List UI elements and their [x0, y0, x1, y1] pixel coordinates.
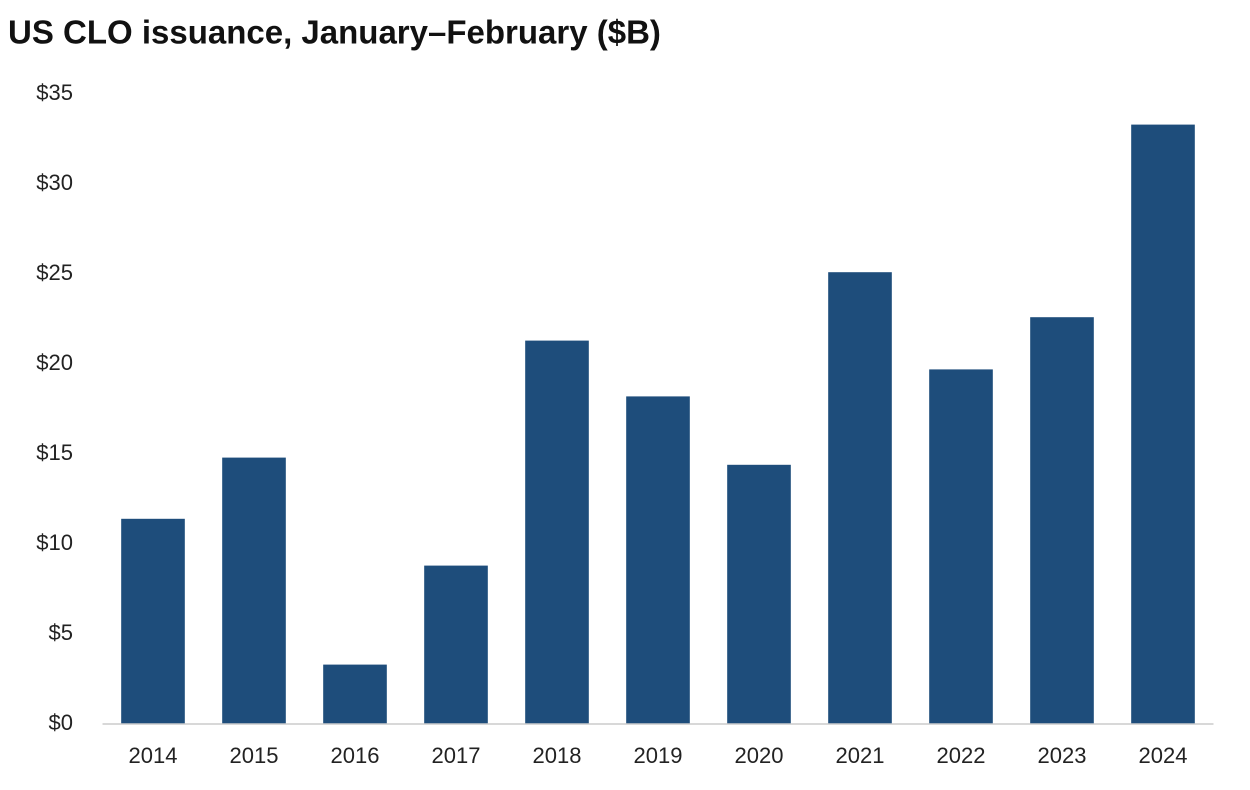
y-tick-label: $25 — [36, 260, 73, 285]
y-tick-label: $20 — [36, 350, 73, 375]
bar — [626, 396, 690, 724]
bar — [929, 369, 993, 724]
bar — [525, 340, 589, 724]
x-tick-label: 2021 — [836, 743, 885, 768]
y-tick-label: $5 — [49, 620, 73, 645]
x-tick-label: 2016 — [331, 743, 380, 768]
x-tick-label: 2015 — [230, 743, 279, 768]
bar — [121, 518, 185, 724]
x-tick-label: 2017 — [432, 743, 481, 768]
x-tick-label: 2022 — [937, 743, 986, 768]
y-tick-label: $0 — [49, 710, 73, 735]
chart-title: US CLO issuance, January–February ($B) — [8, 14, 661, 51]
y-tick-label: $35 — [36, 80, 73, 105]
bar — [222, 457, 286, 724]
bar — [1131, 124, 1195, 725]
bar — [1030, 317, 1094, 724]
y-tick-label: $10 — [36, 530, 73, 555]
x-tick-label: 2023 — [1038, 743, 1087, 768]
x-tick-label: 2019 — [634, 743, 683, 768]
bar — [424, 565, 488, 724]
x-tick-label: 2020 — [735, 743, 784, 768]
y-tick-label: $15 — [36, 440, 73, 465]
bar — [323, 664, 387, 724]
bar — [727, 464, 791, 724]
bar — [828, 272, 892, 724]
x-tick-label: 2024 — [1139, 743, 1188, 768]
x-tick-label: 2014 — [129, 743, 178, 768]
y-tick-label: $30 — [36, 170, 73, 195]
x-tick-label: 2018 — [533, 743, 582, 768]
